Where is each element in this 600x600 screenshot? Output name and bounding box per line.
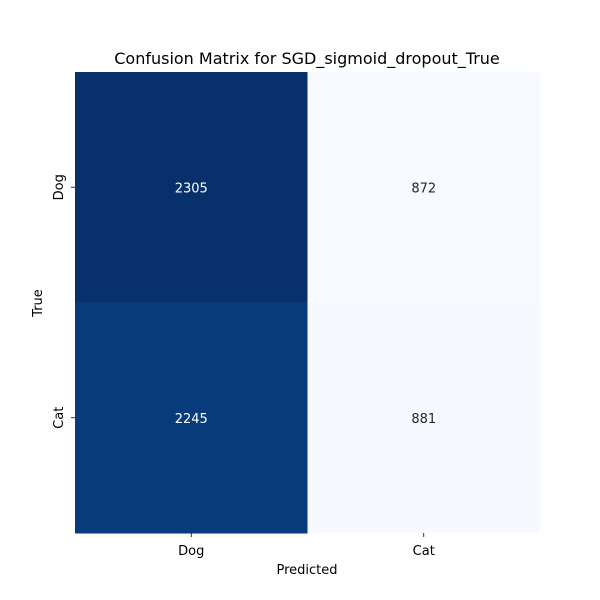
y-tick-label: Cat <box>52 407 67 429</box>
y-axis-label: True <box>31 289 46 318</box>
y-tick-label: Dog <box>52 174 67 200</box>
heatmap-cell <box>75 302 308 534</box>
heatmap-cells: 2305 872 2245 881 <box>75 72 541 534</box>
x-axis-label: Predicted <box>276 563 337 578</box>
cell-value-label: 2305 <box>175 181 208 196</box>
x-tick-label: Dog <box>178 544 204 559</box>
heatmap-cell <box>75 72 308 303</box>
heatmap-cell <box>307 302 541 534</box>
y-axis-ticks: Dog Cat <box>52 174 75 429</box>
cell-value-label: 881 <box>411 412 436 427</box>
chart-title: Confusion Matrix for SGD_sigmoid_dropout… <box>114 49 500 69</box>
cell-value-label: 2245 <box>175 412 208 427</box>
x-axis-ticks: Dog Cat <box>178 533 435 559</box>
x-tick-label: Cat <box>413 544 435 559</box>
heatmap-cell <box>307 72 541 303</box>
cell-value-label: 872 <box>411 181 436 196</box>
